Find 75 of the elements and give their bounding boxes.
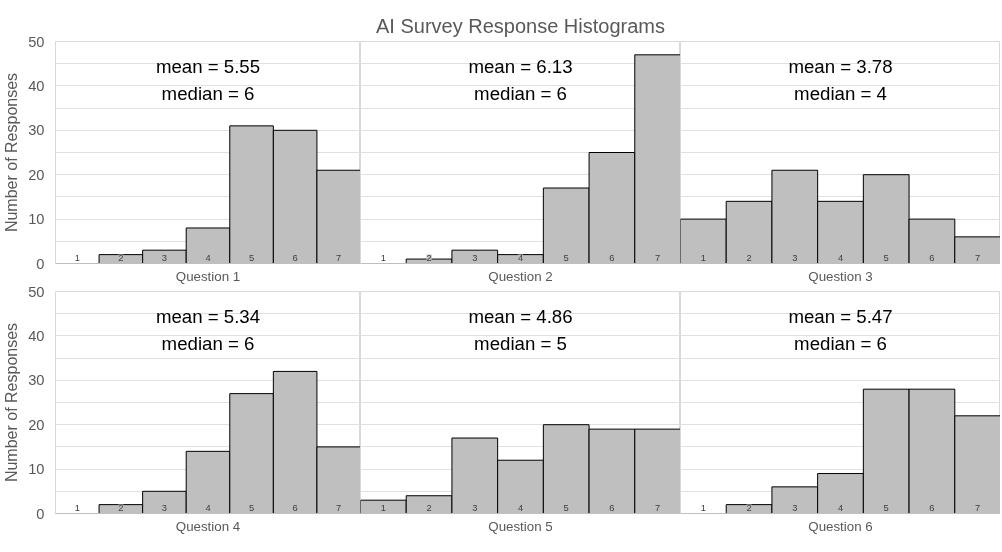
x-tick-label: 6: [609, 502, 615, 513]
y-tick-label: 0: [36, 505, 45, 522]
x-tick-label: 7: [655, 252, 661, 263]
chart-title: AI Survey Response Histograms: [376, 14, 666, 37]
annotation: mean = 5.34: [155, 306, 261, 328]
x-tick-label: 4: [205, 502, 211, 513]
y-tick-label: 40: [28, 327, 45, 344]
x-tick-label: 1: [74, 502, 80, 513]
annotation: median = 5: [474, 332, 567, 354]
x-tick-label: 7: [336, 252, 342, 263]
x-tick-label: 2: [426, 252, 432, 263]
x-axis-title: Question 6: [808, 518, 873, 534]
x-tick-label: 6: [292, 502, 298, 513]
x-tick-label: 2: [118, 252, 124, 263]
x-tick-label: 1: [380, 252, 386, 263]
x-tick-label: 5: [248, 502, 255, 513]
x-tick-label: 5: [563, 502, 569, 513]
y-axis-title: Number of Responses: [3, 72, 21, 233]
x-tick-label: 4: [517, 502, 524, 513]
x-tick-label: 7: [655, 502, 661, 513]
y-axis-title: Number of Responses: [3, 322, 21, 483]
x-tick-label: 6: [609, 252, 615, 263]
annotation: median = 6: [794, 332, 887, 354]
x-tick-label: 3: [161, 502, 168, 513]
annotation: median = 4: [794, 82, 887, 104]
x-tick-label: 3: [792, 502, 798, 513]
x-tick-label: 2: [118, 502, 124, 513]
x-tick-label: 4: [205, 252, 211, 263]
x-axis-title: Question 5: [488, 518, 553, 534]
x-tick-label: 7: [336, 502, 342, 513]
x-tick-label: 4: [837, 502, 844, 513]
x-tick-label: 2: [746, 252, 752, 263]
x-tick-label: 1: [700, 502, 706, 513]
x-tick-label: 3: [792, 252, 798, 263]
x-tick-label: 2: [426, 502, 432, 513]
x-tick-label: 3: [472, 502, 478, 513]
y-tick-label: 40: [28, 77, 45, 94]
y-tick-label: 30: [28, 372, 45, 389]
x-axis-title: Question 3: [808, 268, 873, 284]
annotation: median = 6: [161, 332, 255, 354]
annotation: median = 6: [161, 82, 255, 104]
y-tick-label: 20: [28, 416, 45, 433]
y-tick-label: 20: [28, 166, 45, 183]
x-tick-label: 3: [161, 252, 168, 263]
x-tick-label: 1: [700, 252, 706, 263]
x-tick-label: 1: [380, 502, 386, 513]
annotation: mean = 6.13: [468, 56, 573, 78]
x-tick-label: 3: [472, 252, 478, 263]
x-tick-label: 5: [563, 252, 569, 263]
x-tick-label: 6: [929, 252, 935, 263]
x-tick-label: 5: [248, 252, 255, 263]
y-tick-label: 30: [28, 122, 45, 139]
x-tick-label: 5: [883, 252, 889, 263]
x-tick-label: 1: [74, 252, 80, 263]
x-tick-label: 2: [746, 502, 752, 513]
y-tick-label: 0: [36, 255, 45, 272]
x-tick-label: 4: [517, 252, 524, 263]
x-tick-label: 6: [292, 252, 298, 263]
x-axis-title: Question 1: [175, 268, 241, 284]
annotation: mean = 3.78: [788, 56, 893, 78]
annotation: mean = 4.86: [468, 306, 573, 328]
annotation: mean = 5.47: [788, 306, 893, 328]
x-tick-label: 7: [975, 502, 981, 513]
x-tick-label: 4: [837, 252, 844, 263]
annotation: mean = 5.55: [155, 56, 261, 78]
y-tick-label: 10: [28, 461, 45, 478]
x-tick-label: 5: [883, 502, 889, 513]
x-axis-title: Question 2: [488, 268, 553, 284]
annotation: median = 6: [474, 82, 567, 104]
y-tick-label: 10: [28, 211, 45, 228]
x-tick-label: 7: [975, 252, 981, 263]
x-axis-title: Question 4: [175, 518, 241, 534]
y-tick-label: 50: [28, 33, 45, 50]
x-tick-label: 6: [929, 502, 935, 513]
y-tick-label: 50: [28, 283, 45, 300]
